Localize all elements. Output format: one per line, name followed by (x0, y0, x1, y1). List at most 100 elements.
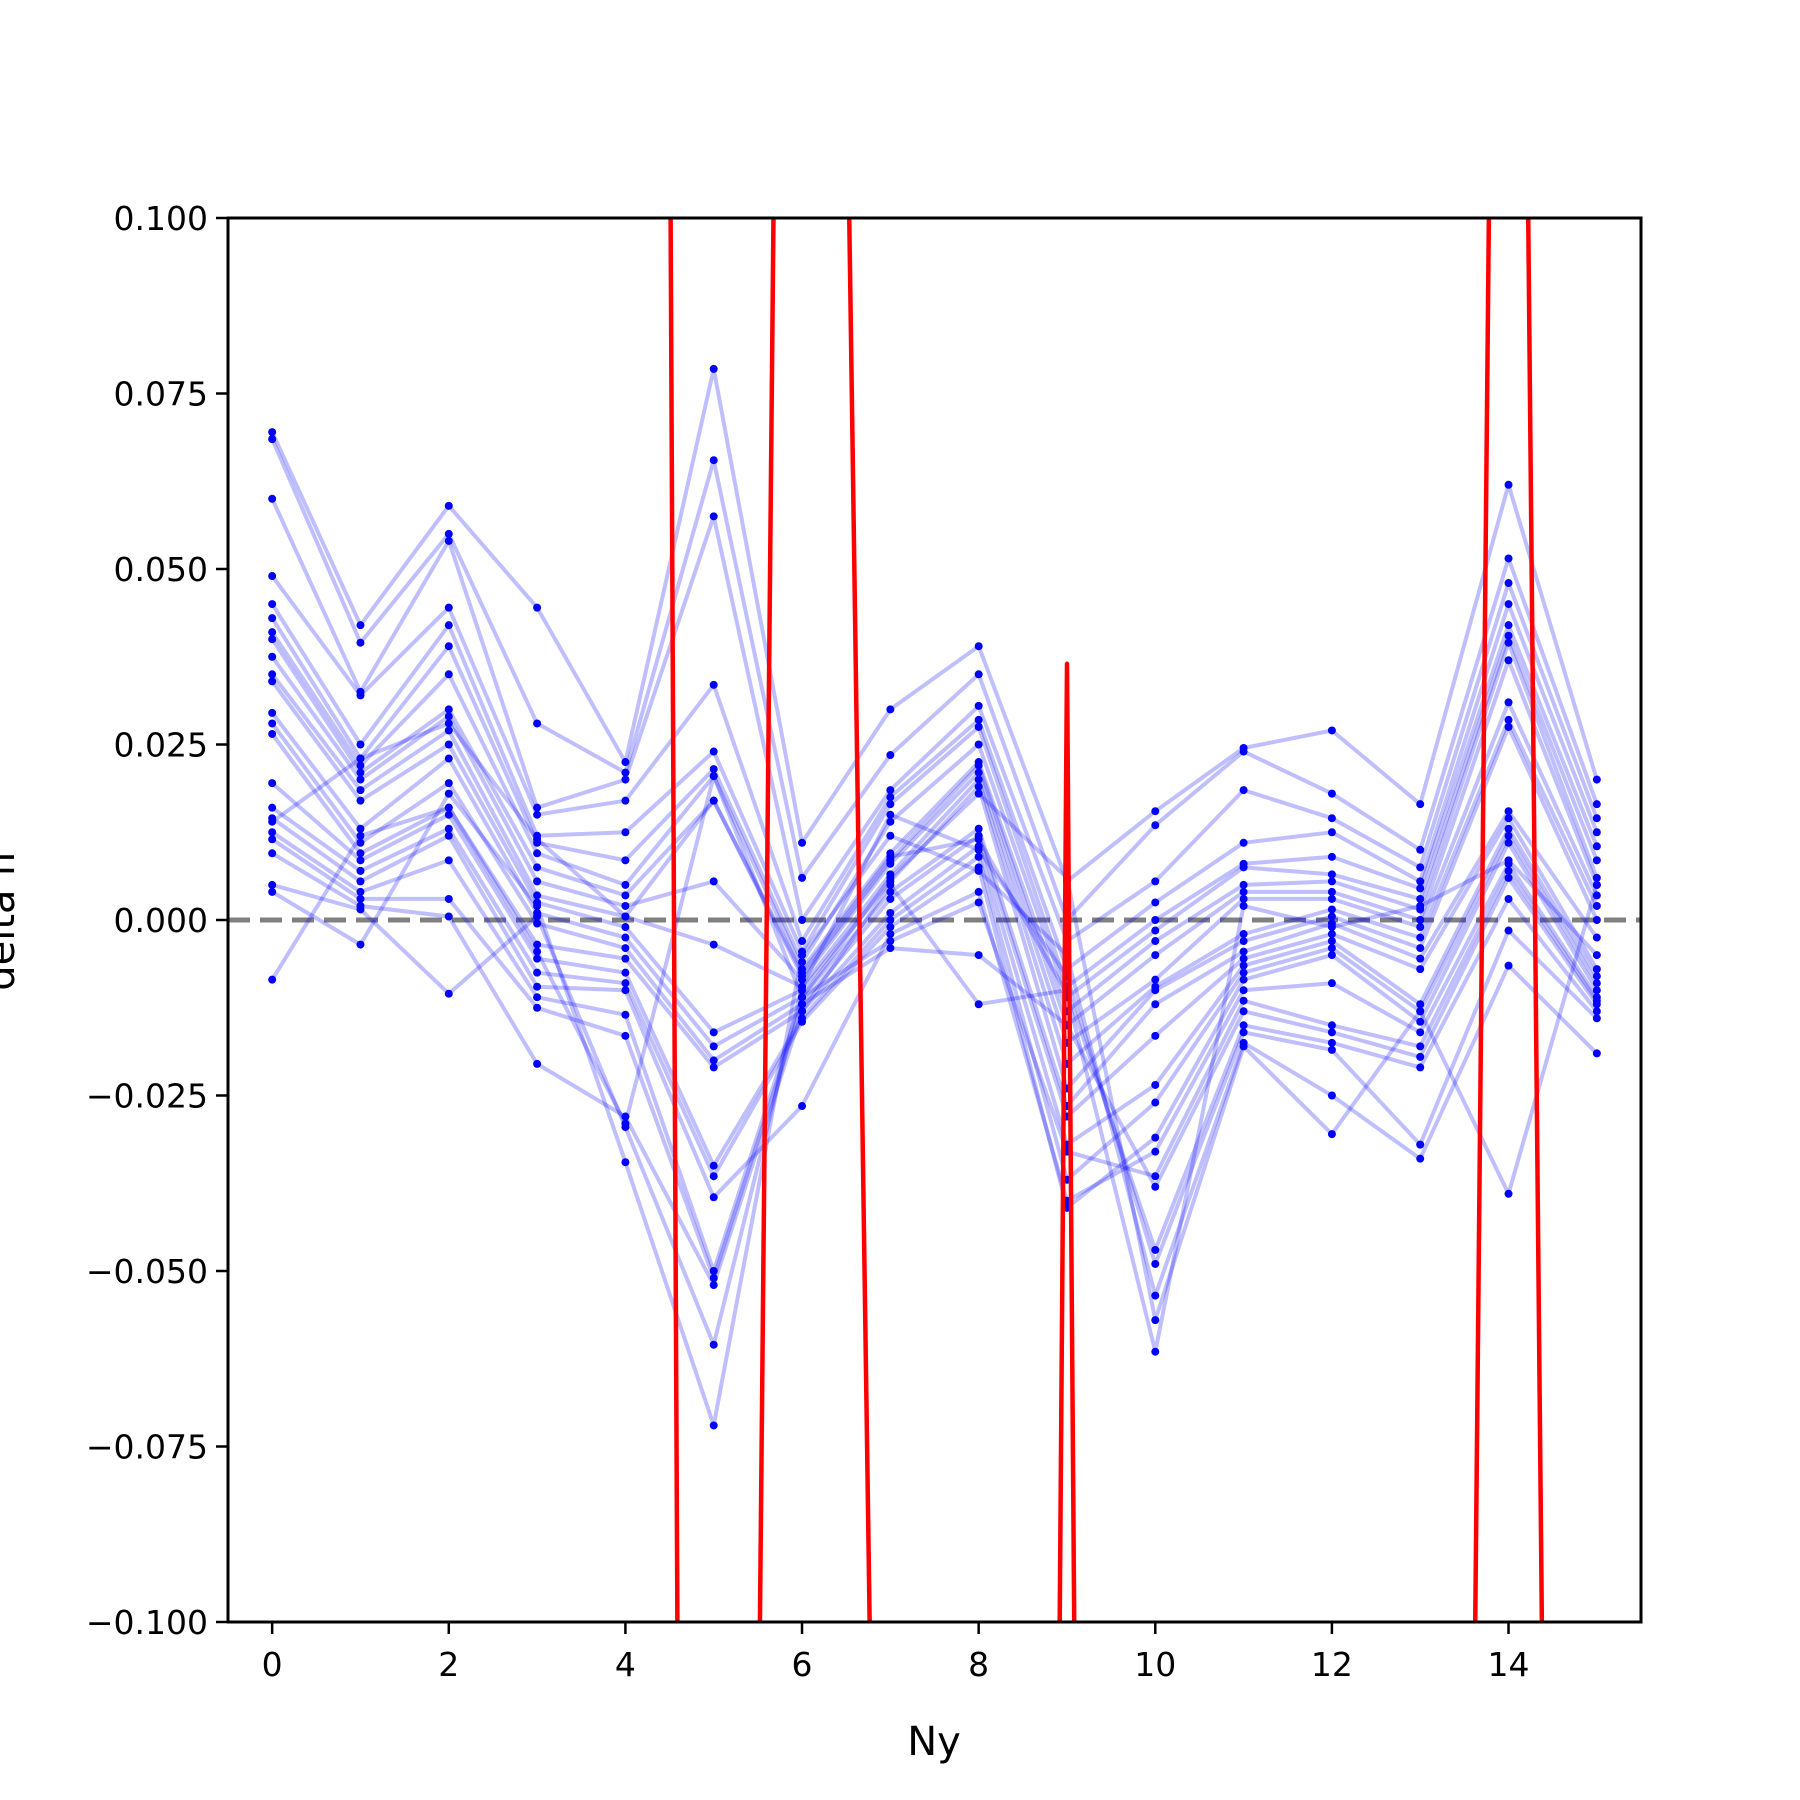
data-point (1504, 579, 1513, 588)
data-point (1239, 747, 1248, 756)
data-point (1504, 856, 1513, 865)
data-point (621, 880, 630, 889)
data-point (1327, 814, 1336, 823)
data-point (1239, 937, 1248, 946)
data-point (268, 677, 277, 686)
data-point (1327, 1091, 1336, 1100)
data-point (709, 1267, 718, 1275)
series-line (270, 781, 1599, 1182)
data-point (1151, 1147, 1160, 1156)
data-point (1151, 1172, 1160, 1181)
data-point (268, 708, 277, 717)
data-point (1592, 1007, 1601, 1016)
data-point (798, 982, 807, 991)
data-point (1416, 845, 1425, 854)
series-line (270, 366, 1599, 884)
data-point (621, 796, 630, 805)
data-point (1239, 901, 1248, 910)
data-point (974, 701, 983, 710)
data-point (356, 796, 365, 805)
data-point (709, 765, 718, 774)
data-point (974, 789, 983, 798)
blue-series-layer (268, 364, 1601, 1430)
data-point (709, 1193, 718, 1202)
data-point (621, 775, 630, 784)
data-point (1504, 866, 1513, 875)
series-line (270, 438, 1599, 922)
data-point (1239, 968, 1248, 977)
data-point (268, 729, 277, 738)
data-point (444, 670, 453, 679)
data-point (356, 754, 365, 763)
data-point (533, 849, 542, 858)
data-point (533, 968, 542, 977)
data-point (1239, 986, 1248, 995)
data-point (974, 642, 983, 651)
data-point (444, 536, 453, 545)
data-point (268, 600, 277, 609)
data-point (1416, 877, 1425, 886)
series-line (271, 837, 1599, 1280)
data-point (1327, 923, 1336, 932)
data-point (1416, 923, 1425, 932)
data-point (1416, 1000, 1425, 1009)
data-point (1151, 1031, 1160, 1040)
data-point (621, 933, 630, 942)
data-point (356, 838, 365, 847)
data-point (798, 1017, 807, 1026)
data-point (1416, 1028, 1425, 1037)
data-point (1239, 1007, 1248, 1016)
data-point (1151, 1291, 1160, 1300)
data-point (886, 831, 895, 840)
data-point (1239, 1028, 1248, 1037)
data-point (1151, 821, 1160, 830)
data-point (621, 979, 630, 988)
data-point (709, 940, 718, 949)
data-point (1327, 887, 1336, 896)
data-point (533, 954, 542, 963)
data-point (974, 1000, 983, 1009)
data-point (533, 993, 542, 1002)
data-point (621, 1158, 630, 1167)
data-point (1592, 979, 1601, 988)
data-point (1416, 954, 1425, 963)
series-line (271, 791, 1599, 1428)
data-point (886, 817, 895, 826)
data-point (709, 796, 718, 805)
data-point (268, 817, 277, 826)
data-point (1239, 1021, 1248, 1030)
data-point (1504, 480, 1513, 489)
data-point (1327, 1045, 1336, 1054)
data-point (356, 768, 365, 777)
series-line (270, 732, 1599, 1147)
data-point (1327, 1038, 1336, 1047)
data-point (974, 898, 983, 907)
data-point (444, 621, 453, 630)
data-point (974, 852, 983, 861)
data-point (798, 968, 807, 977)
data-point (1504, 824, 1513, 833)
data-point (1416, 965, 1425, 974)
data-point (356, 775, 365, 784)
data-point (444, 740, 453, 749)
data-point (1592, 891, 1601, 900)
data-point (709, 1172, 718, 1181)
data-point (1592, 901, 1601, 910)
data-point (1592, 965, 1601, 974)
data-point (1239, 947, 1248, 956)
data-point (1416, 1063, 1425, 1072)
data-point (886, 859, 895, 868)
data-point (356, 894, 365, 903)
series-line (270, 673, 1599, 1066)
data-point (798, 1102, 807, 1111)
data-point (974, 775, 983, 784)
data-point (268, 670, 277, 679)
data-point (533, 603, 542, 612)
data-point (709, 1161, 718, 1170)
data-point (1151, 1259, 1160, 1268)
data-point (356, 824, 365, 833)
data-point (974, 887, 983, 896)
data-point (974, 722, 983, 731)
data-point (1239, 838, 1248, 847)
series-line (270, 722, 1599, 1119)
